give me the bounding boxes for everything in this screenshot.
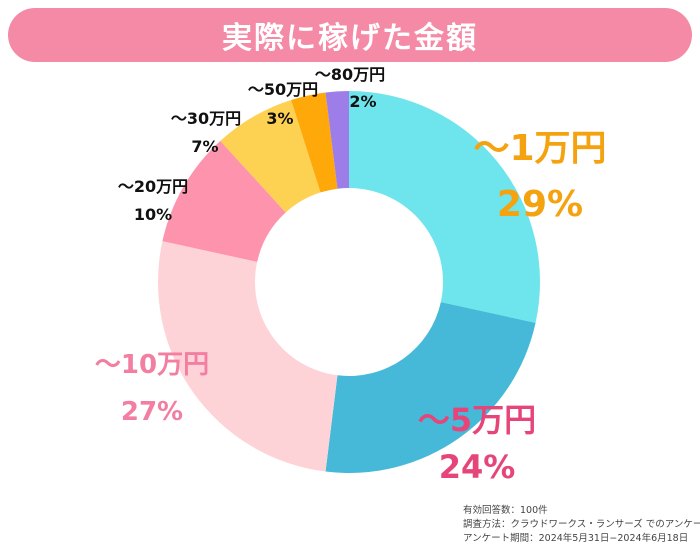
slice-label-20man: 〜20万円 — [118, 177, 188, 196]
donut-slices — [158, 91, 540, 473]
survey-notes: 有効回答数：100件 調査方法：クラウドワークス・ランサーズ でのアンケート ア… — [463, 504, 700, 546]
slice-value-30man: 7% — [191, 137, 218, 156]
slice-value-10man: 27% — [121, 397, 183, 427]
note-respondents: 有効回答数：100件 — [463, 505, 548, 516]
note-period: アンケート期間：2024年5月31日−2024年6月18日 — [463, 533, 689, 544]
slice-label-5man: 〜5万円 — [418, 401, 536, 439]
slice-value-1man: 29% — [497, 184, 583, 225]
title-banner: 実際に稼げた金額 — [8, 8, 692, 62]
slice-label-10man: 〜10万円 — [95, 350, 209, 380]
slice-30man — [220, 99, 321, 213]
slice-label-30man: 〜30万円 — [171, 109, 241, 128]
slice-1man — [349, 91, 540, 323]
slice-5man — [325, 302, 536, 473]
slice-label-50man: 〜50万円 — [248, 80, 318, 99]
slice-value-50man: 3% — [266, 109, 293, 128]
chart-title: 実際に稼げた金額 — [222, 21, 478, 56]
slice-labels: 〜1万円 29% 〜5万円 24% 〜10万円 27% 〜20万円 10% 〜30万円 7% 〜50… — [95, 65, 607, 486]
slice-label-1man: 〜1万円 — [473, 128, 606, 169]
slice-value-5man: 24% — [439, 448, 516, 486]
slice-10man — [158, 241, 338, 472]
slice-50man — [291, 92, 338, 193]
slice-value-20man: 10% — [134, 205, 172, 224]
slice-80man — [325, 91, 349, 189]
slice-20man — [162, 140, 286, 262]
note-method: 調査方法：クラウドワークス・ランサーズ でのアンケート — [463, 519, 700, 530]
slice-value-80man: 2% — [349, 92, 376, 111]
slice-label-80man: 〜80万円 — [315, 65, 385, 84]
